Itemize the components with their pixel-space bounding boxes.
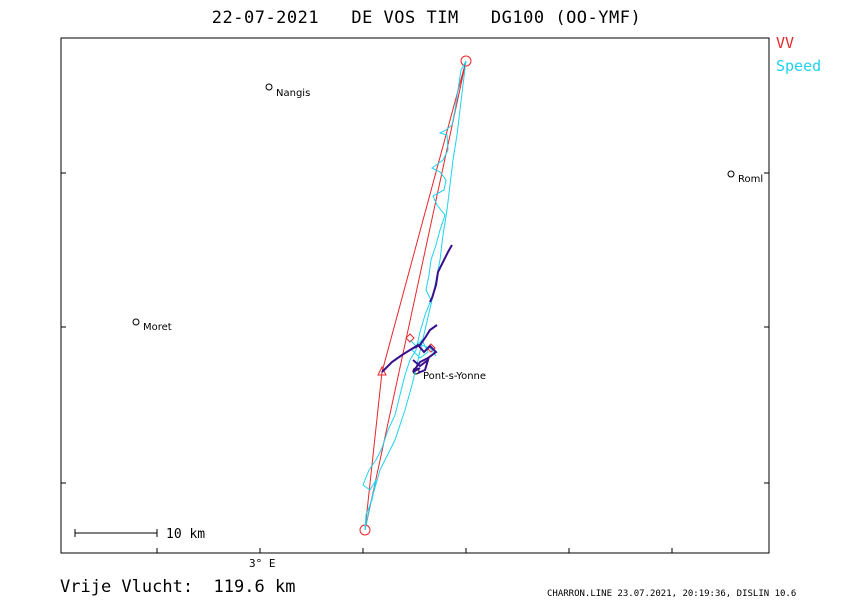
town-marker-icon <box>132 318 140 326</box>
climb-track <box>381 244 453 374</box>
town-marker-icon <box>265 83 273 91</box>
vv-route <box>359 55 472 536</box>
frame-ticks <box>61 172 769 553</box>
scale-bar-label: 10 km <box>166 527 205 542</box>
place-roml: Roml <box>727 170 763 185</box>
distance-value: 119.6 km <box>213 577 296 597</box>
place-label: Moret <box>143 322 172 333</box>
software-credit: CHARRON.LINE 23.07.2021, 20:19:36, DISLI… <box>547 589 797 599</box>
place-moret: Moret <box>132 318 172 333</box>
map-frame <box>60 37 770 554</box>
start-diamond-icon <box>405 333 415 343</box>
place-label: Pont-s-Yonne <box>423 371 486 382</box>
glider-id: DG100 (OO-YMF) <box>490 8 642 28</box>
scale-bar <box>74 529 158 537</box>
distance-summary: Vrije Vlucht: 119.6 km <box>60 577 295 597</box>
turnpoint-marker-icon <box>460 55 472 67</box>
longitude-label: 3° E <box>249 557 276 570</box>
place-label: Roml <box>738 174 763 185</box>
flight-date: 22-07-2021 <box>211 8 320 28</box>
place-label: Nangis <box>276 88 310 99</box>
pilot-name: DE VOS TIM <box>351 8 459 28</box>
distance-label: Vrije Vlucht: <box>60 577 194 597</box>
legend-speed: Speed <box>776 57 822 75</box>
place-nangis: Nangis <box>265 83 310 99</box>
town-marker-icon <box>727 170 735 178</box>
map-title: 22-07-2021 DE VOS TIM DG100 (OO-YMF) <box>0 8 853 28</box>
legend-vv: VV <box>776 34 795 52</box>
